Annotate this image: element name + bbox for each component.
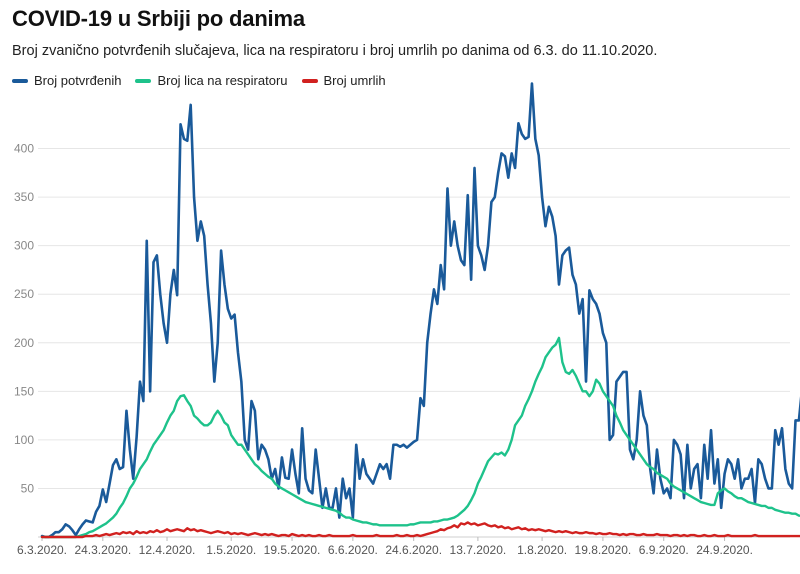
x-tick-label: 24.9.2020.	[696, 543, 753, 557]
chart-subtitle: Broj zvanično potvrđenih slučajeva, lica…	[12, 43, 658, 59]
x-tick-label: 24.3.2020.	[74, 543, 131, 557]
legend-item-deaths[interactable]: Broj umrlih	[301, 73, 386, 88]
y-tick-label: 200	[14, 336, 34, 350]
y-tick-label: 400	[14, 142, 34, 156]
x-tick-label: 12.4.2020.	[139, 543, 196, 557]
legend-item-respirator[interactable]: Broj lica na respiratoru	[135, 73, 288, 88]
legend-swatch-confirmed	[12, 78, 28, 83]
series-lines	[40, 82, 800, 539]
y-axis-ticks: 50 100 150 200 250 300 350 400	[14, 142, 34, 496]
legend: Broj potvrđenih Broj lica na respiratoru…	[12, 73, 386, 88]
legend-item-confirmed[interactable]: Broj potvrđenih	[12, 73, 121, 88]
legend-label-deaths: Broj umrlih	[323, 73, 386, 88]
legend-swatch-respirator	[135, 78, 152, 83]
series-line-deaths[interactable]	[40, 521, 800, 539]
x-axis-ticks: 6.3.2020. 24.3.2020. 12.4.2020. 1.5.2020. 19…	[17, 537, 753, 557]
legend-swatch-deaths	[301, 78, 318, 83]
x-tick-label: 13.7.2020.	[450, 543, 507, 557]
x-tick-label: 24.6.2020.	[385, 543, 442, 557]
series-line-confirmed[interactable]	[40, 82, 800, 539]
grid-lines	[38, 148, 790, 489]
y-tick-label: 150	[14, 384, 34, 398]
y-tick-label: 300	[14, 239, 34, 253]
x-tick-label: 6.3.2020.	[17, 543, 67, 557]
y-tick-label: 250	[14, 287, 34, 301]
x-tick-label: 1.5.2020.	[206, 543, 256, 557]
series-line-respirator[interactable]	[40, 336, 800, 539]
chart-title: COVID-19 u Srbiji po danima	[12, 6, 305, 31]
x-tick-label: 19.5.2020.	[264, 543, 321, 557]
x-tick-label: 6.9.2020.	[639, 543, 689, 557]
legend-label-respirator: Broj lica na respiratoru	[157, 73, 288, 88]
y-tick-label: 350	[14, 190, 34, 204]
legend-label-confirmed: Broj potvrđenih	[34, 73, 122, 88]
y-tick-label: 100	[14, 433, 34, 447]
x-tick-label: 1.8.2020.	[517, 543, 567, 557]
y-tick-label: 50	[21, 481, 35, 495]
x-tick-label: 19.8.2020.	[575, 543, 632, 557]
x-tick-label: 6.6.2020.	[328, 543, 378, 557]
